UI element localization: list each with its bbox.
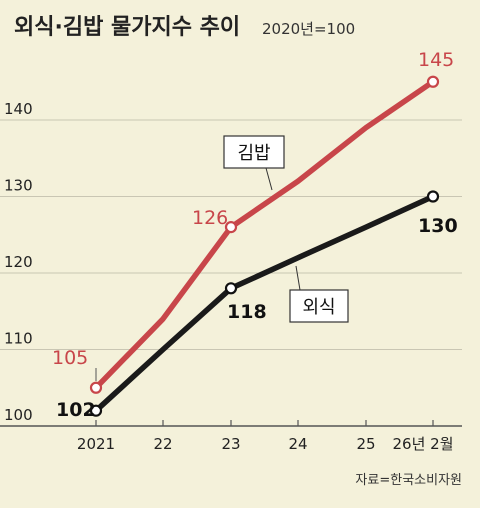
source-note: 자료=한국소비자원	[355, 473, 462, 488]
data-label: 145	[418, 49, 454, 71]
x-tick-label: 24	[288, 435, 307, 453]
series-line-gimbap	[94, 79, 435, 390]
y-tick-label: 140	[4, 100, 33, 118]
legend-box-gimbap	[223, 135, 285, 169]
legend-label-gimbap: 김밥	[237, 143, 270, 164]
series-lines	[94, 79, 435, 413]
x-tick-label: 25	[356, 435, 375, 453]
y-axis-ticks: 100 110 120 130 140	[4, 100, 33, 424]
series-line-dining	[94, 193, 435, 413]
data-label: 126	[192, 207, 228, 229]
legend-label-dining: 외식	[302, 297, 335, 318]
x-tick-label: 22	[153, 435, 172, 453]
data-point	[89, 404, 103, 417]
x-tick-label: 23	[221, 435, 240, 453]
data-labels: 105 126 145 102 118 130	[52, 49, 458, 421]
y-tick-label: 130	[4, 177, 33, 195]
data-point	[224, 282, 238, 295]
data-point	[426, 190, 440, 203]
chart-subtitle: 2020년=100	[262, 20, 355, 38]
legend-box-dining	[289, 289, 349, 323]
data-label: 130	[418, 215, 458, 237]
y-tick-label: 110	[4, 330, 33, 348]
x-tick-label: 26년 2월	[393, 435, 454, 453]
y-tick-label: 100	[4, 406, 33, 424]
data-point	[89, 381, 103, 394]
legend-leader	[295, 265, 301, 291]
data-label: 118	[227, 301, 267, 323]
data-point	[426, 75, 440, 88]
series-markers	[89, 75, 440, 417]
y-tick-label: 120	[4, 253, 33, 271]
x-axis: 2021 22 23 24 25 26년 2월	[77, 420, 454, 453]
chart-title: 외식·김밥 물가지수 추이	[14, 15, 240, 40]
data-point	[224, 221, 238, 234]
legend-leader	[265, 167, 273, 191]
x-tick-label: 2021	[77, 435, 115, 453]
data-label: 105	[52, 347, 88, 369]
data-label: 102	[56, 399, 96, 421]
